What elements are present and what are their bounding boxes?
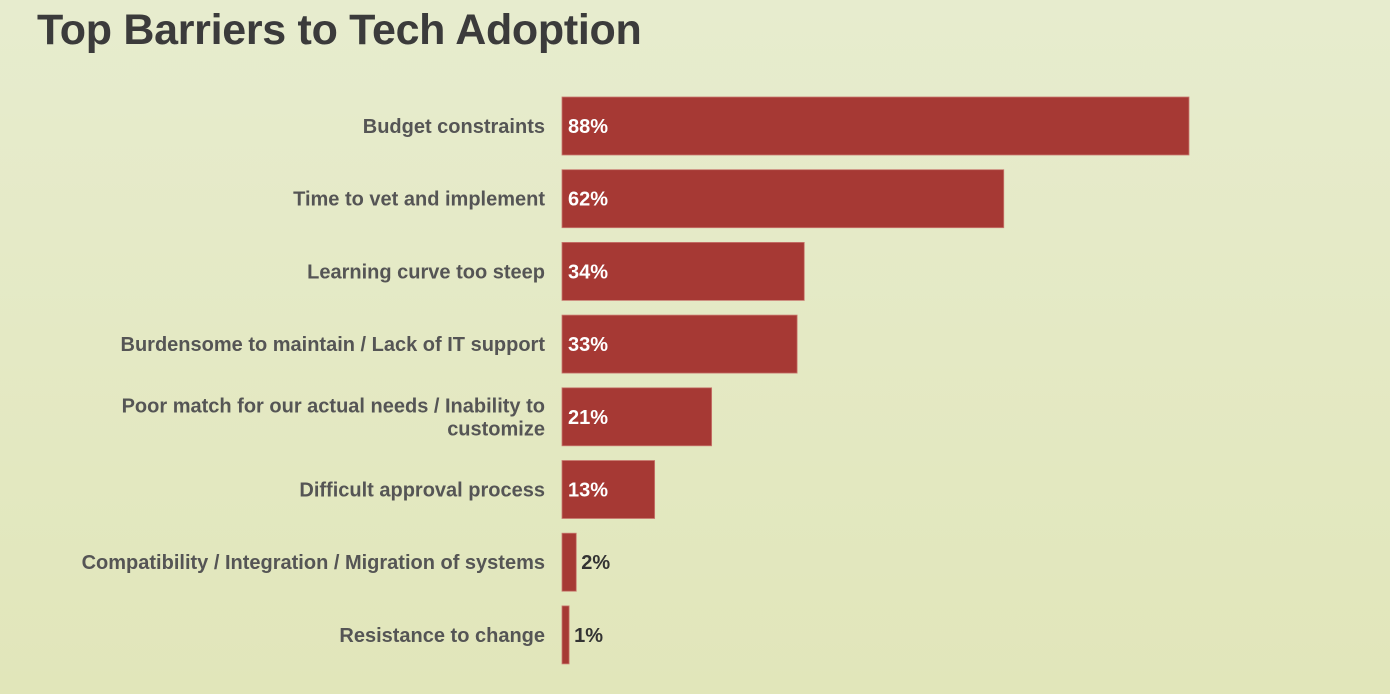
chart-title: Top Barriers to Tech Adoption (37, 6, 642, 54)
category-label: Budget constraints (363, 116, 545, 138)
bar-row: Poor match for our actual needs / Inabil… (122, 387, 713, 447)
category-label: Resistance to change (339, 625, 545, 647)
data-label: 62% (568, 189, 608, 211)
bar (561, 387, 713, 447)
category-label: customize (447, 418, 545, 440)
bar (561, 314, 798, 374)
data-label: 2% (581, 552, 610, 574)
data-label: 33% (568, 334, 608, 356)
category-label: Compatibility / Integration / Migration … (82, 552, 545, 574)
bar-row: Resistance to change 1% (339, 605, 603, 665)
bar-row: Time to vet and implement 62% (293, 169, 1005, 229)
bar (561, 169, 1005, 229)
category-label: Difficult approval process (299, 480, 545, 502)
bar (561, 605, 570, 665)
data-label: 1% (574, 625, 603, 647)
bar (561, 532, 577, 592)
bar (561, 96, 1190, 156)
bar-row: Budget constraints 88% (363, 96, 1190, 156)
data-label: 13% (568, 480, 608, 502)
bar-row: Difficult approval process 13% (299, 460, 656, 519)
bar (561, 241, 805, 301)
data-label: 88% (568, 116, 608, 138)
category-label: Learning curve too steep (307, 261, 545, 283)
category-label: Poor match for our actual needs / Inabil… (122, 395, 545, 417)
bar-row: Compatibility / Integration / Migration … (82, 532, 610, 592)
category-label: Time to vet and implement (293, 189, 545, 211)
data-label: 21% (568, 407, 608, 429)
bar-row: Burdensome to maintain / Lack of IT supp… (121, 314, 798, 374)
bar (561, 460, 656, 519)
data-label: 34% (568, 261, 608, 283)
bar-row: Learning curve too steep 34% (307, 241, 805, 301)
category-label: Burdensome to maintain / Lack of IT supp… (121, 334, 546, 356)
